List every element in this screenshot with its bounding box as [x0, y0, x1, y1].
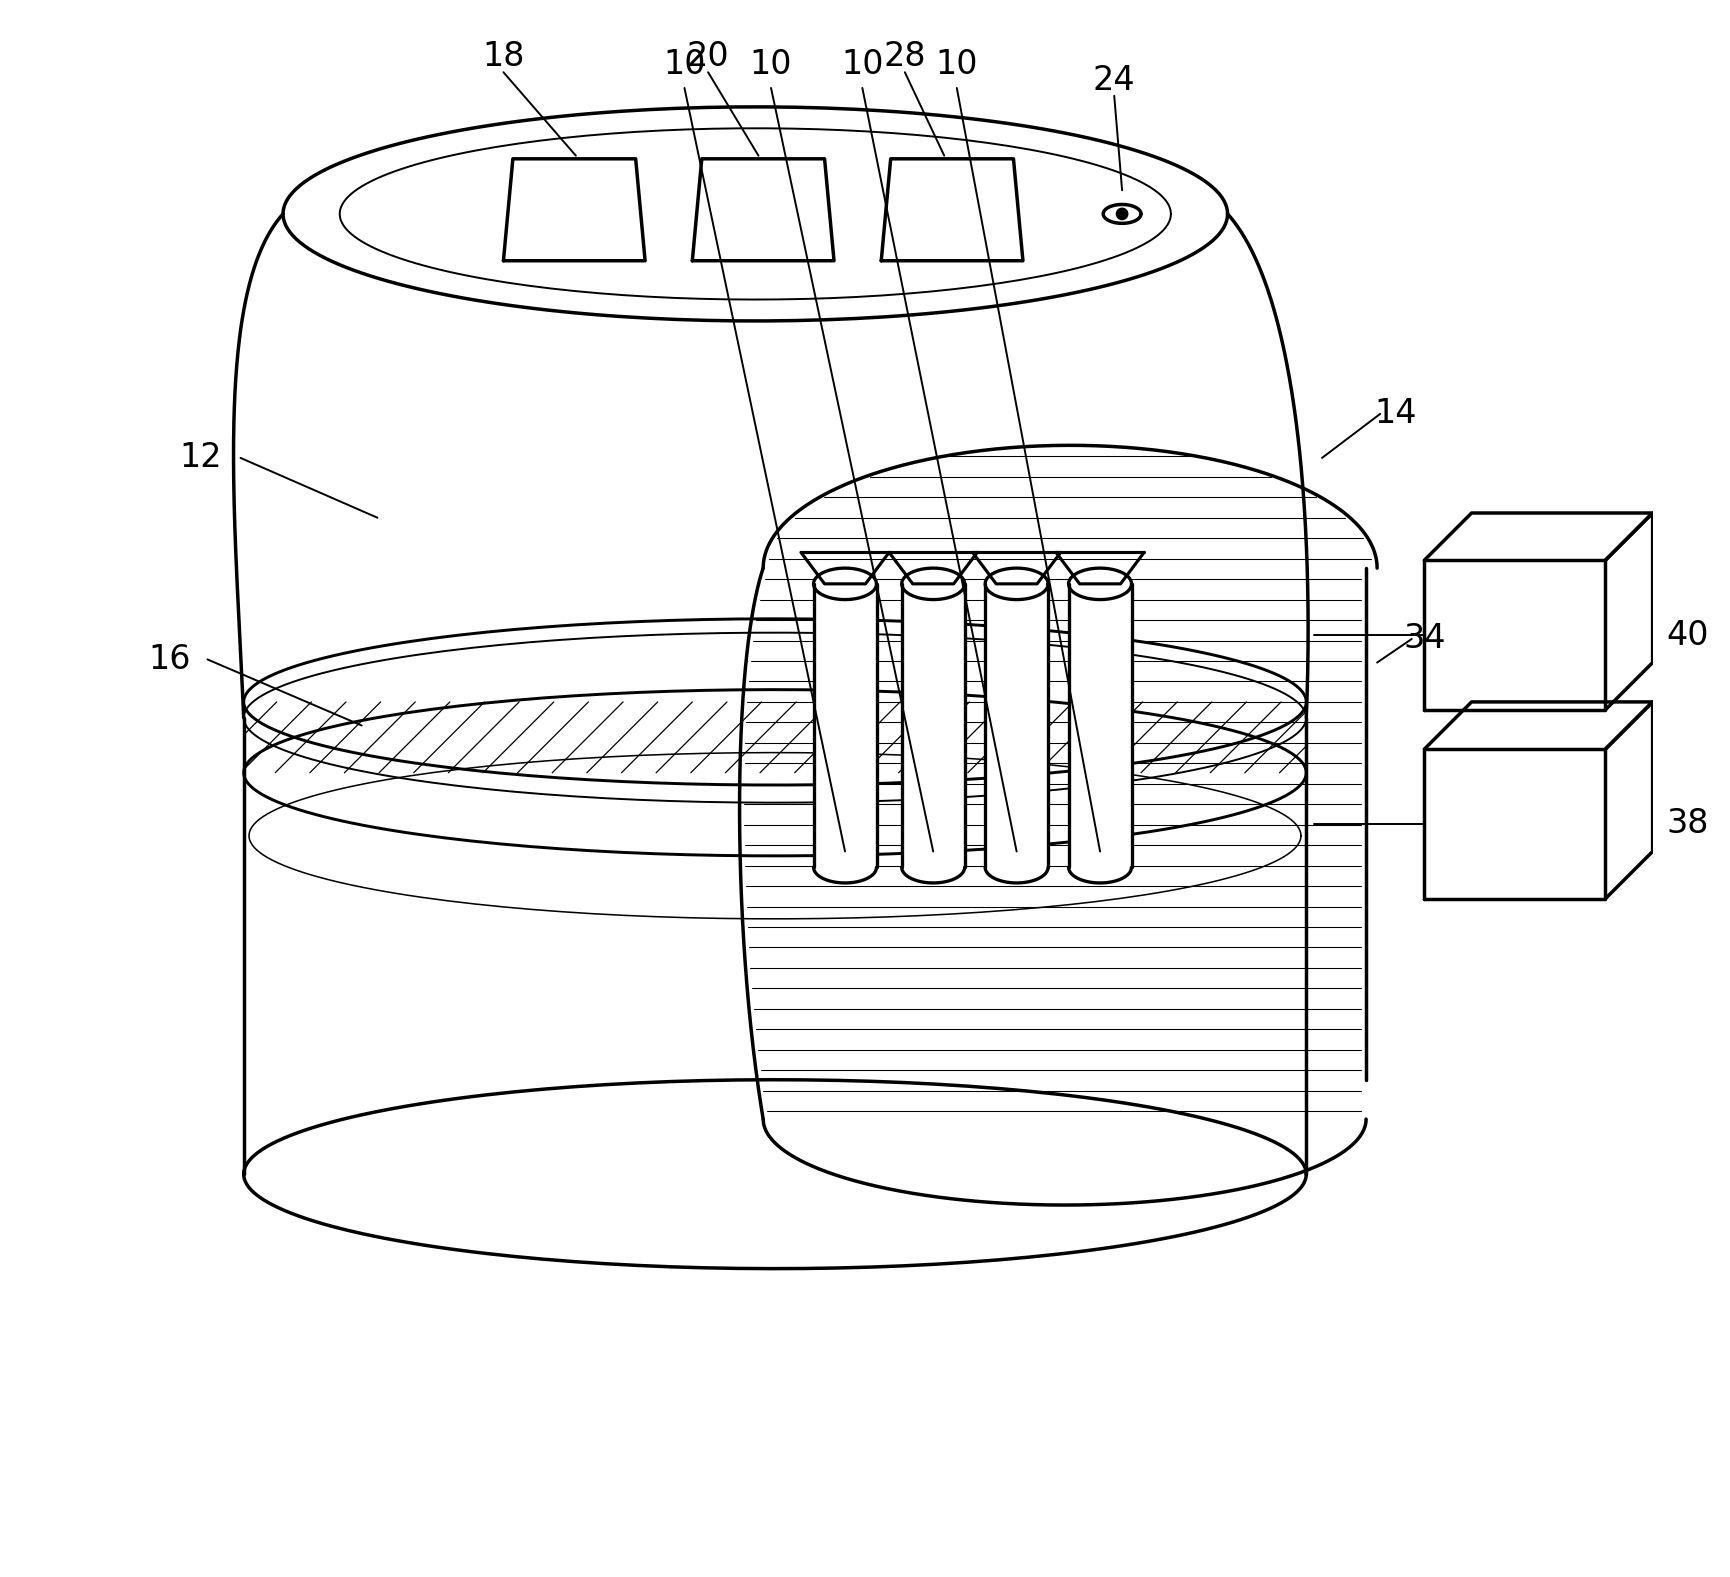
- Bar: [984, 568, 1047, 883]
- Text: 24: 24: [1092, 63, 1135, 96]
- Text: 34: 34: [1403, 623, 1445, 656]
- Text: 20: 20: [687, 39, 728, 73]
- Text: 18: 18: [483, 39, 524, 73]
- Text: 10: 10: [749, 47, 792, 80]
- Bar: [1067, 568, 1131, 883]
- Text: 16: 16: [149, 643, 190, 677]
- Text: 28: 28: [882, 39, 926, 73]
- Circle shape: [1116, 208, 1128, 219]
- Text: 12: 12: [180, 442, 223, 475]
- Text: 14: 14: [1374, 397, 1417, 431]
- Text: 10: 10: [663, 47, 706, 80]
- Bar: [901, 568, 964, 883]
- Text: 10: 10: [841, 47, 882, 80]
- Text: 40: 40: [1664, 618, 1708, 651]
- Text: 38: 38: [1664, 807, 1708, 841]
- Text: 10: 10: [934, 47, 977, 80]
- Bar: [813, 568, 875, 883]
